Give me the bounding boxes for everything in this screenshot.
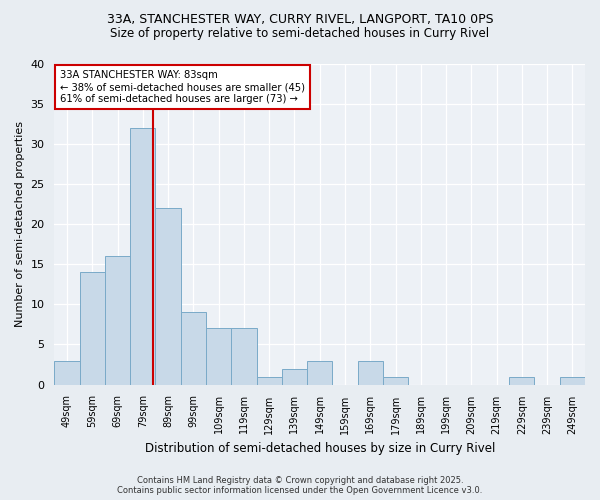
- Bar: [231, 328, 257, 384]
- Text: 33A, STANCHESTER WAY, CURRY RIVEL, LANGPORT, TA10 0PS: 33A, STANCHESTER WAY, CURRY RIVEL, LANGP…: [107, 12, 493, 26]
- Bar: [383, 376, 408, 384]
- Bar: [257, 376, 282, 384]
- Bar: [560, 376, 585, 384]
- Text: Size of property relative to semi-detached houses in Curry Rivel: Size of property relative to semi-detach…: [110, 28, 490, 40]
- X-axis label: Distribution of semi-detached houses by size in Curry Rivel: Distribution of semi-detached houses by …: [145, 442, 495, 455]
- Bar: [80, 272, 105, 384]
- Bar: [206, 328, 231, 384]
- Bar: [105, 256, 130, 384]
- Bar: [130, 128, 155, 384]
- Y-axis label: Number of semi-detached properties: Number of semi-detached properties: [15, 122, 25, 328]
- Bar: [282, 368, 307, 384]
- Bar: [509, 376, 535, 384]
- Bar: [55, 360, 80, 384]
- Text: Contains HM Land Registry data © Crown copyright and database right 2025.
Contai: Contains HM Land Registry data © Crown c…: [118, 476, 482, 495]
- Bar: [155, 208, 181, 384]
- Bar: [307, 360, 332, 384]
- Bar: [181, 312, 206, 384]
- Bar: [358, 360, 383, 384]
- Text: 33A STANCHESTER WAY: 83sqm
← 38% of semi-detached houses are smaller (45)
61% of: 33A STANCHESTER WAY: 83sqm ← 38% of semi…: [60, 70, 305, 104]
